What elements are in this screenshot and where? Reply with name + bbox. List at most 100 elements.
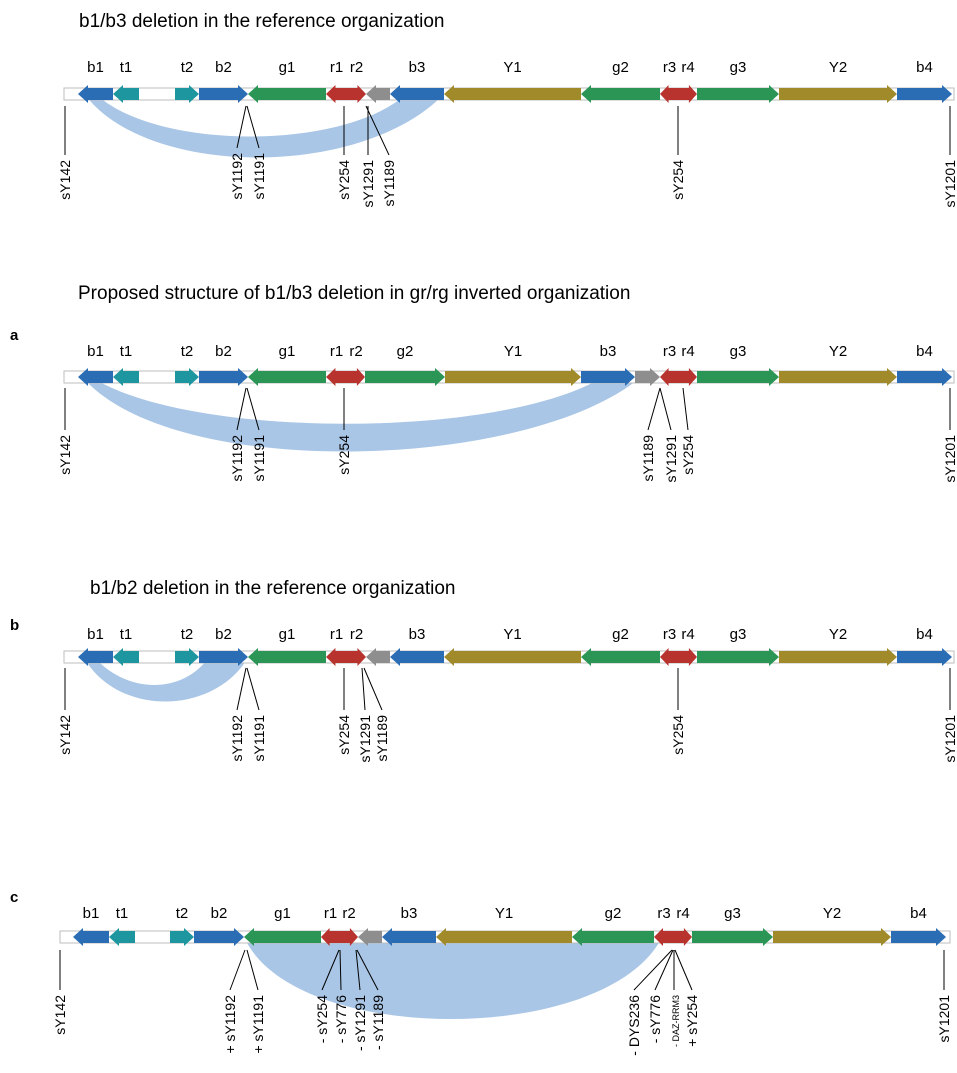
segment-arrow-g3 xyxy=(697,85,779,103)
marker-label: sY1189 xyxy=(640,435,656,482)
segment-arrow-t1 xyxy=(113,368,139,386)
segment-arrow-b4 xyxy=(897,648,952,666)
segment-label: b3 xyxy=(401,905,418,922)
segment-label: r3 xyxy=(663,626,676,643)
marker-label: sY254 xyxy=(336,160,352,200)
marker-tick xyxy=(236,387,247,431)
marker-label: sY1201 xyxy=(942,435,957,483)
marker-label: - DYS236 xyxy=(626,995,642,1056)
segment-label: g2 xyxy=(612,59,629,76)
segment-label: b1 xyxy=(83,905,100,922)
segment-arrow-Y2 xyxy=(773,928,891,946)
segment-arrow-r3 xyxy=(654,928,674,946)
segment-label: r3 xyxy=(663,343,676,360)
marker-tick xyxy=(365,105,390,156)
segment-label: g1 xyxy=(274,905,291,922)
marker-tick xyxy=(659,387,672,431)
marker-labels: sY142 sY1192 sY1191 sY254 sY1291 sY1189 sY254 s… xyxy=(57,715,957,763)
marker-tick xyxy=(246,105,260,149)
segment-label: b4 xyxy=(916,59,933,76)
segment-arrow-Y1 xyxy=(444,648,581,666)
marker-tick xyxy=(654,949,674,991)
segment-label: g3 xyxy=(730,59,747,76)
marker-tick xyxy=(236,667,247,711)
deletion-region xyxy=(246,939,660,1019)
segment-label: t2 xyxy=(176,905,189,922)
segment-arrow-g1 xyxy=(248,648,326,666)
segment-arrow-g2 xyxy=(581,648,660,666)
marker-label: sY1192 xyxy=(229,715,245,762)
segment-label: t1 xyxy=(120,626,133,643)
panel-letter: c xyxy=(10,889,19,906)
panel-a: Proposed structure of b1/b3 deletion in … xyxy=(0,270,957,540)
segment-label: b4 xyxy=(910,905,927,922)
segment-arrow-t2 xyxy=(175,368,199,386)
segment-arrow-b3 xyxy=(382,928,436,946)
segment-label: r1 xyxy=(330,343,343,360)
marker-tick xyxy=(236,105,247,149)
segment-arrow-g1 xyxy=(248,85,326,103)
marker-label: sY142 xyxy=(52,995,68,1035)
marker-label: + sY254 xyxy=(684,995,700,1047)
segment-group: b1 t1 t2 b2 g1 r1 r2 b3 Y1 g2 r3 r4 g3 Y2 b4 xyxy=(78,59,952,103)
panel-c: c b1 t1 t2 b2 g1 r1 r2 b3 Y1 g2 r3 r4 g3 Y2 b4 sY142 + … xyxy=(0,835,957,1073)
segment-arrow-g2 xyxy=(365,368,445,386)
segment-label: t2 xyxy=(181,343,194,360)
marker-label: sY254 xyxy=(680,435,696,475)
deletion-region xyxy=(86,661,246,702)
segment-label: b2 xyxy=(215,626,232,643)
marker-label: sY142 xyxy=(57,435,73,475)
segment-arrow-g3 xyxy=(697,368,779,386)
marker-tick xyxy=(682,387,689,431)
panel-title: b1/b3 deletion in the reference organiza… xyxy=(79,11,445,32)
segment-label: b3 xyxy=(409,626,426,643)
marker-labels: sY142 sY1192 sY1191 sY254 sY1189 sY1291 sY254 s… xyxy=(57,435,957,483)
marker-label: - sY776 xyxy=(333,995,349,1043)
marker-tick xyxy=(229,949,246,991)
segment-label: r2 xyxy=(349,343,362,360)
segment-label: g1 xyxy=(279,59,296,76)
segment-arrow-t2 xyxy=(175,648,199,666)
marker-label: sY1191 xyxy=(251,715,267,762)
segment-label: r4 xyxy=(676,905,689,922)
segment-arrow-b3 xyxy=(581,368,635,386)
segment-arrow-t2 xyxy=(175,85,199,103)
deletion-region xyxy=(86,96,442,158)
segment-label: r1 xyxy=(330,626,343,643)
segment-arrow-r2 xyxy=(347,368,365,386)
segment-arrow-Y2 xyxy=(779,648,897,666)
segment-label: Y2 xyxy=(829,626,847,643)
segment-arrow-r4 xyxy=(674,928,692,946)
marker-ticks xyxy=(59,949,945,991)
marker-label: sY1192 xyxy=(229,435,245,482)
marker-label: sY142 xyxy=(57,715,73,755)
segment-arrow-g2 xyxy=(572,928,654,946)
segment-label: t1 xyxy=(116,905,129,922)
segment-arrow-Y1 xyxy=(444,85,581,103)
segment-label: Y2 xyxy=(823,905,841,922)
marker-label: sY1291 xyxy=(663,435,679,483)
segment-arrow-b1 xyxy=(73,928,109,946)
segment-arrow-r4 xyxy=(679,85,697,103)
marker-label: sY1191 xyxy=(251,435,267,482)
segment-arrow-r1 xyxy=(326,368,347,386)
marker-tick xyxy=(246,667,260,711)
segment-arrow-b2 xyxy=(194,928,244,946)
segment-label: r4 xyxy=(681,626,694,643)
segment-label: Y1 xyxy=(503,626,521,643)
marker-label: - DAZ-RRM3 xyxy=(671,995,681,1047)
marker-tick xyxy=(363,667,383,711)
segment-arrow-r3 xyxy=(660,85,679,103)
deletion-region xyxy=(86,381,636,452)
marker-label: sY1191 xyxy=(251,153,267,200)
chromosome-diagram: b1 t1 t2 b2 g1 r1 r2 b3 Y1 g2 r3 r4 g3 Y2 b4 sY142 + sY… xyxy=(52,905,952,1056)
segment-label: t2 xyxy=(181,59,194,76)
segment-label: g3 xyxy=(724,905,741,922)
marker-label: sY142 xyxy=(57,160,73,200)
segment-label: r3 xyxy=(663,59,676,76)
marker-tick xyxy=(246,387,260,431)
segment-arrow-Y2 xyxy=(779,85,897,103)
marker-label: sY254 xyxy=(336,435,352,475)
segment-label: g2 xyxy=(612,626,629,643)
panel-b1-b3-reference: b1/b3 deletion in the reference organiza… xyxy=(0,0,957,260)
